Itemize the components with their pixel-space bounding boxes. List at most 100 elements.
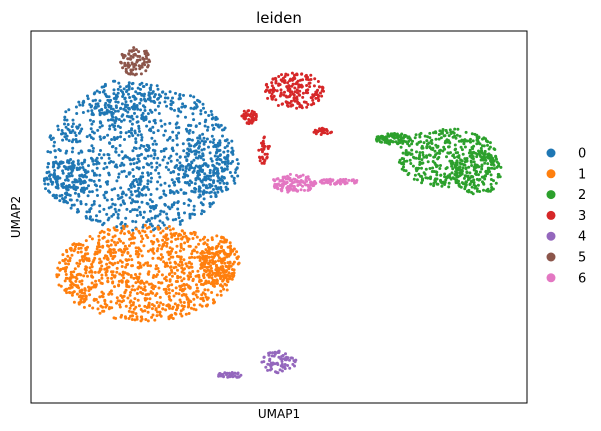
data-point: [263, 152, 267, 156]
data-point: [451, 135, 455, 139]
data-point: [405, 159, 409, 163]
data-point: [135, 180, 139, 184]
data-point: [149, 88, 152, 92]
data-point: [107, 244, 111, 248]
data-point: [56, 124, 60, 128]
data-point: [110, 270, 113, 274]
data-point: [218, 143, 222, 147]
data-point: [483, 177, 487, 181]
data-point: [67, 262, 70, 266]
data-point: [206, 128, 209, 132]
data-point: [207, 281, 211, 285]
data-point: [235, 250, 239, 254]
data-point: [126, 251, 130, 255]
data-point: [235, 158, 239, 162]
data-point: [152, 251, 156, 255]
data-point: [458, 161, 462, 165]
data-point: [111, 202, 115, 206]
data-point: [475, 177, 479, 181]
data-point: [192, 291, 196, 295]
data-point: [139, 290, 143, 294]
data-point: [151, 256, 155, 260]
data-point: [216, 190, 220, 194]
data-point: [170, 240, 173, 244]
data-point: [230, 146, 234, 150]
data-point: [164, 227, 168, 230]
data-point: [127, 187, 131, 191]
data-point: [126, 57, 130, 61]
data-point: [114, 243, 118, 247]
data-point: [78, 177, 82, 181]
data-point: [308, 85, 312, 89]
legend-marker: [546, 273, 556, 283]
data-point: [230, 150, 234, 154]
data-point: [187, 244, 191, 248]
data-point: [148, 120, 151, 124]
data-point: [415, 142, 419, 146]
data-point: [443, 147, 447, 151]
data-point: [107, 292, 111, 296]
data-point: [84, 268, 88, 272]
data-point: [178, 155, 182, 159]
data-point: [210, 184, 214, 188]
data-point: [107, 110, 111, 114]
data-point: [175, 152, 179, 156]
data-point: [66, 259, 70, 263]
data-point: [51, 180, 55, 184]
data-point: [75, 292, 79, 296]
data-point: [58, 149, 62, 153]
data-point: [156, 225, 160, 229]
data-point: [431, 160, 435, 163]
data-point: [153, 153, 157, 157]
data-point: [42, 179, 46, 183]
data-point: [191, 170, 195, 174]
data-point: [163, 236, 167, 240]
data-point: [142, 144, 146, 148]
data-point: [478, 190, 482, 193]
data-point: [415, 178, 419, 182]
data-point: [120, 279, 124, 283]
data-point: [161, 255, 165, 259]
data-point: [88, 133, 92, 137]
data-point: [135, 166, 139, 170]
data-point: [101, 295, 105, 299]
data-point: [167, 168, 171, 172]
data-point: [303, 188, 306, 192]
data-point: [295, 88, 299, 92]
data-point: [187, 131, 191, 135]
data-point: [104, 106, 107, 109]
data-point: [90, 262, 94, 266]
data-point: [449, 177, 453, 181]
data-point: [144, 99, 148, 103]
data-point: [132, 307, 136, 311]
data-point: [155, 273, 159, 277]
data-point: [96, 128, 100, 132]
data-point: [403, 135, 407, 139]
data-point: [94, 98, 97, 102]
data-point: [178, 275, 182, 279]
data-point: [143, 105, 147, 109]
data-point: [189, 265, 192, 269]
data-point: [228, 241, 232, 245]
data-point: [201, 192, 205, 196]
data-point: [111, 145, 115, 148]
data-point: [262, 135, 266, 139]
data-point: [48, 135, 52, 139]
data-point: [306, 188, 310, 192]
data-point: [176, 280, 179, 283]
data-point: [76, 140, 79, 144]
data-point: [469, 160, 473, 164]
data-point: [286, 86, 290, 90]
data-point: [396, 136, 400, 140]
data-point: [127, 317, 131, 320]
data-point: [475, 187, 479, 191]
data-point: [137, 186, 141, 190]
data-point: [91, 146, 95, 150]
data-point: [166, 250, 170, 254]
data-point: [106, 279, 110, 283]
data-point: [434, 170, 438, 174]
data-point: [186, 138, 190, 142]
data-point: [63, 279, 67, 283]
data-point: [84, 171, 88, 175]
plot-area-frame: [30, 30, 528, 404]
